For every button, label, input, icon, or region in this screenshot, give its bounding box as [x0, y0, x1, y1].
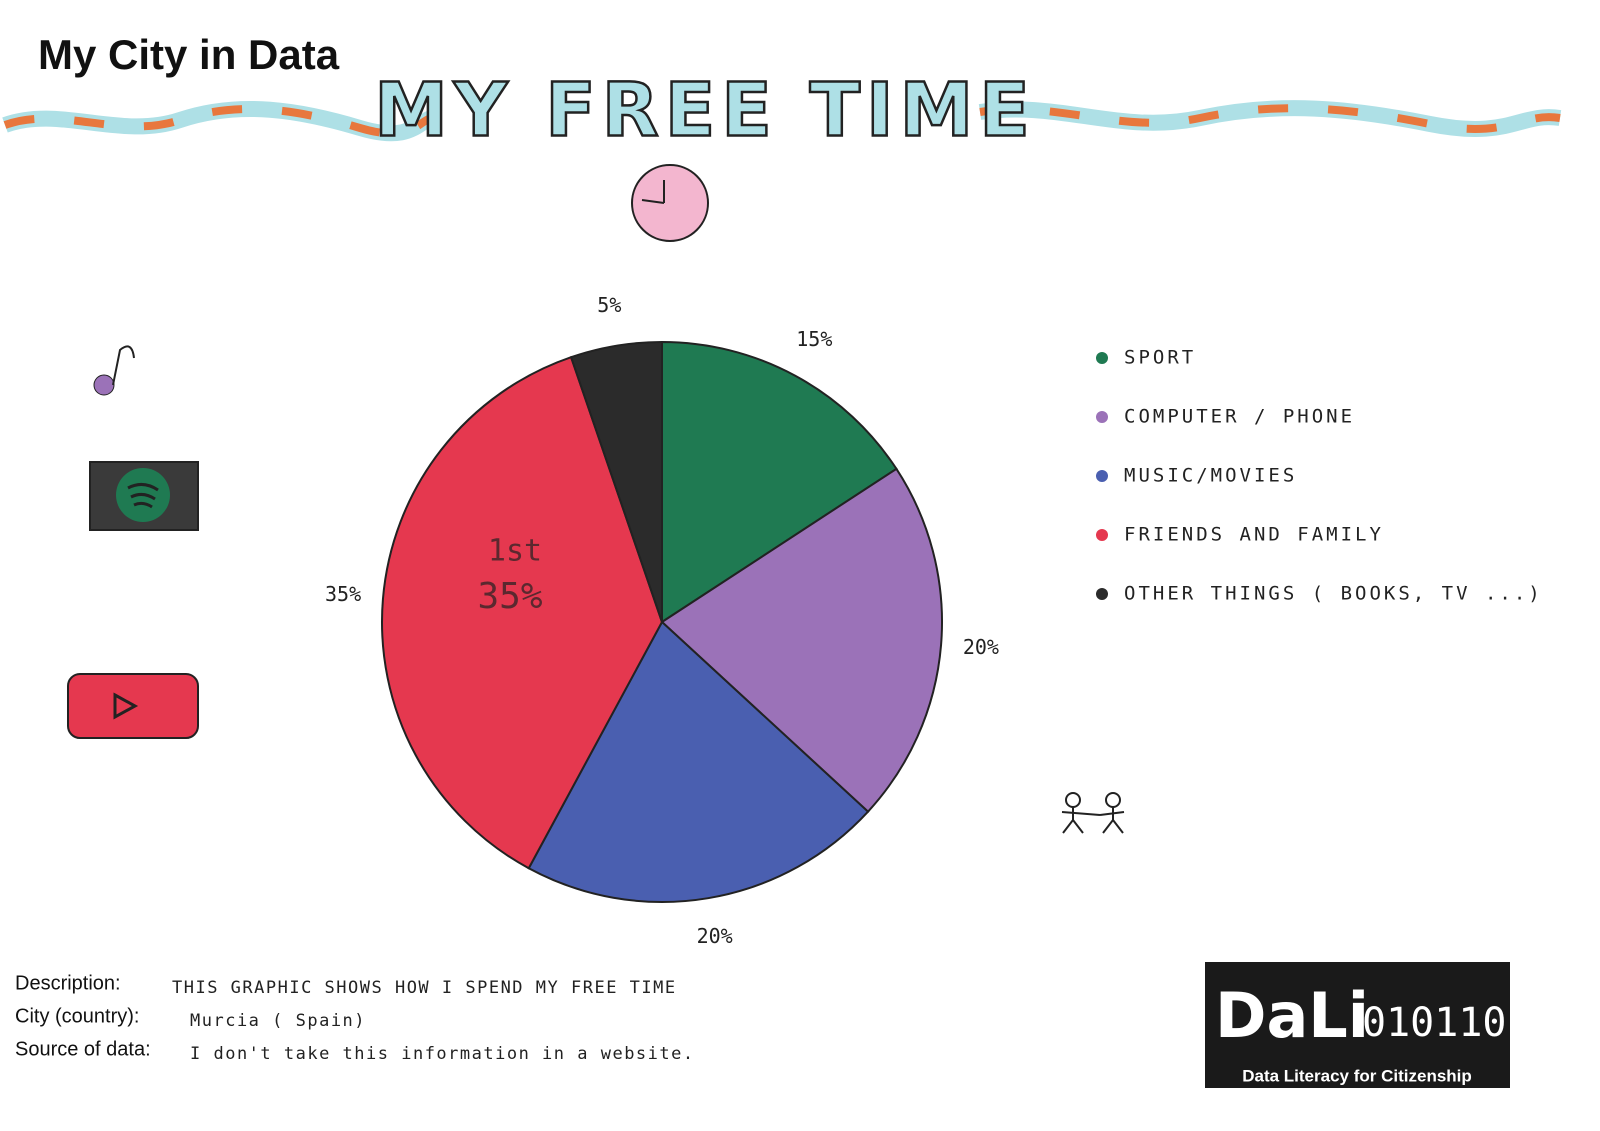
youtube-icon: [67, 673, 199, 739]
legend-label: SPORT: [1124, 347, 1196, 369]
slice-label: 15%: [796, 327, 832, 351]
banner-wave: [978, 100, 1562, 138]
legend-label: COMPUTER / PHONE: [1124, 406, 1355, 428]
banner: [2, 100, 1562, 142]
spotify-icon: [89, 461, 199, 531]
slice-label: 5%: [597, 293, 621, 317]
footer-label: City (country):: [15, 1005, 139, 1027]
footer-text: Murcia ( Spain): [190, 1011, 366, 1031]
legend-swatch: [1096, 588, 1108, 600]
logo-name: DaLi: [1215, 979, 1369, 1052]
footer-text: THIS GRAPHIC SHOWS HOW I SPEND MY FREE T…: [172, 978, 677, 998]
pie-slice: [381, 355, 664, 870]
slice-annotation: 1st: [488, 534, 542, 569]
pie-slice: [661, 340, 898, 624]
legend-swatch: [1096, 411, 1108, 423]
legend-swatch: [1096, 352, 1108, 364]
logo-digits: 0101101: [1362, 1000, 1531, 1046]
pie-slice: [527, 620, 870, 903]
legend-label: MUSIC/MOVIES: [1124, 465, 1297, 487]
logo: DaLi 0101101 Data Literacy for Citizensh…: [1205, 962, 1531, 1088]
music-note-icon: [93, 345, 135, 396]
legend-swatch: [1096, 529, 1108, 541]
footer-label: Description:: [15, 972, 121, 994]
pie-slice: [660, 467, 943, 814]
slice-label: 20%: [697, 924, 733, 948]
slice-label: 35%: [325, 582, 361, 606]
slice-inner-label: 35%: [477, 576, 542, 617]
footer: Description: THIS GRAPHIC SHOWS HOW I SPE…: [15, 972, 695, 1064]
legend: SPORT COMPUTER / PHONE MUSIC/MOVIES FRIENDS…: [1096, 347, 1543, 605]
clock-icon: [631, 164, 709, 242]
legend-label: FRIENDS AND FAMILY: [1124, 524, 1384, 546]
logo-box: [1205, 962, 1510, 1088]
banner-wave: [3, 105, 442, 138]
footer-text: I don't take this information in a websi…: [190, 1044, 695, 1064]
people-icon: [1061, 792, 1125, 834]
footer-label: Source of data:: [15, 1038, 151, 1060]
logo-tagline: Data Literacy for Citizenship: [1242, 1066, 1472, 1085]
legend-swatch: [1096, 470, 1108, 482]
slice-label: 20%: [963, 635, 999, 659]
page-title: My City in Data: [38, 31, 340, 78]
legend-label: OTHER THINGS ( BOOKS, TV ...): [1124, 583, 1543, 605]
chart-title: MY FREE TIME: [374, 68, 1036, 154]
pie-chart: 15% 20% 20% 35% 5% 1st 35%: [325, 293, 999, 948]
pie-slice: [569, 340, 663, 623]
